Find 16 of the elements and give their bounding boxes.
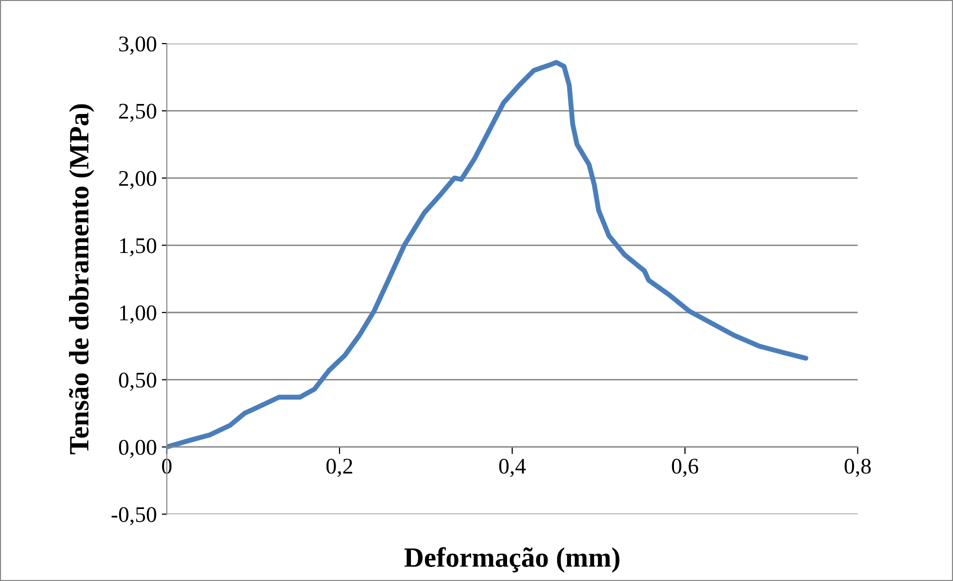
x-tick-label: 0,2	[326, 458, 352, 477]
y-tick-label: 1,00	[120, 305, 156, 324]
y-tick-label: 0,50	[119, 372, 156, 391]
y-tick-label: 0,00	[119, 440, 156, 458]
y-tick-label: 2,00	[119, 170, 156, 190]
y-tick-label: 3,00	[119, 36, 156, 55]
x-axis-title: Deformação (mm)	[404, 547, 620, 573]
y-axis-title: Tensão de dobramento (MPa)	[68, 104, 94, 454]
x-tick-label: 0	[162, 458, 172, 474]
line-series	[166, 60, 808, 450]
y-tick-label: -0,50	[112, 507, 156, 526]
x-tick-label: 0,4	[499, 458, 526, 477]
x-tick-label: 0,6	[672, 458, 698, 477]
x-tick-label: 0,8	[844, 458, 871, 477]
y-tick-label: 1,50	[120, 238, 156, 256]
y-tick-label: 2,50	[119, 104, 156, 122]
